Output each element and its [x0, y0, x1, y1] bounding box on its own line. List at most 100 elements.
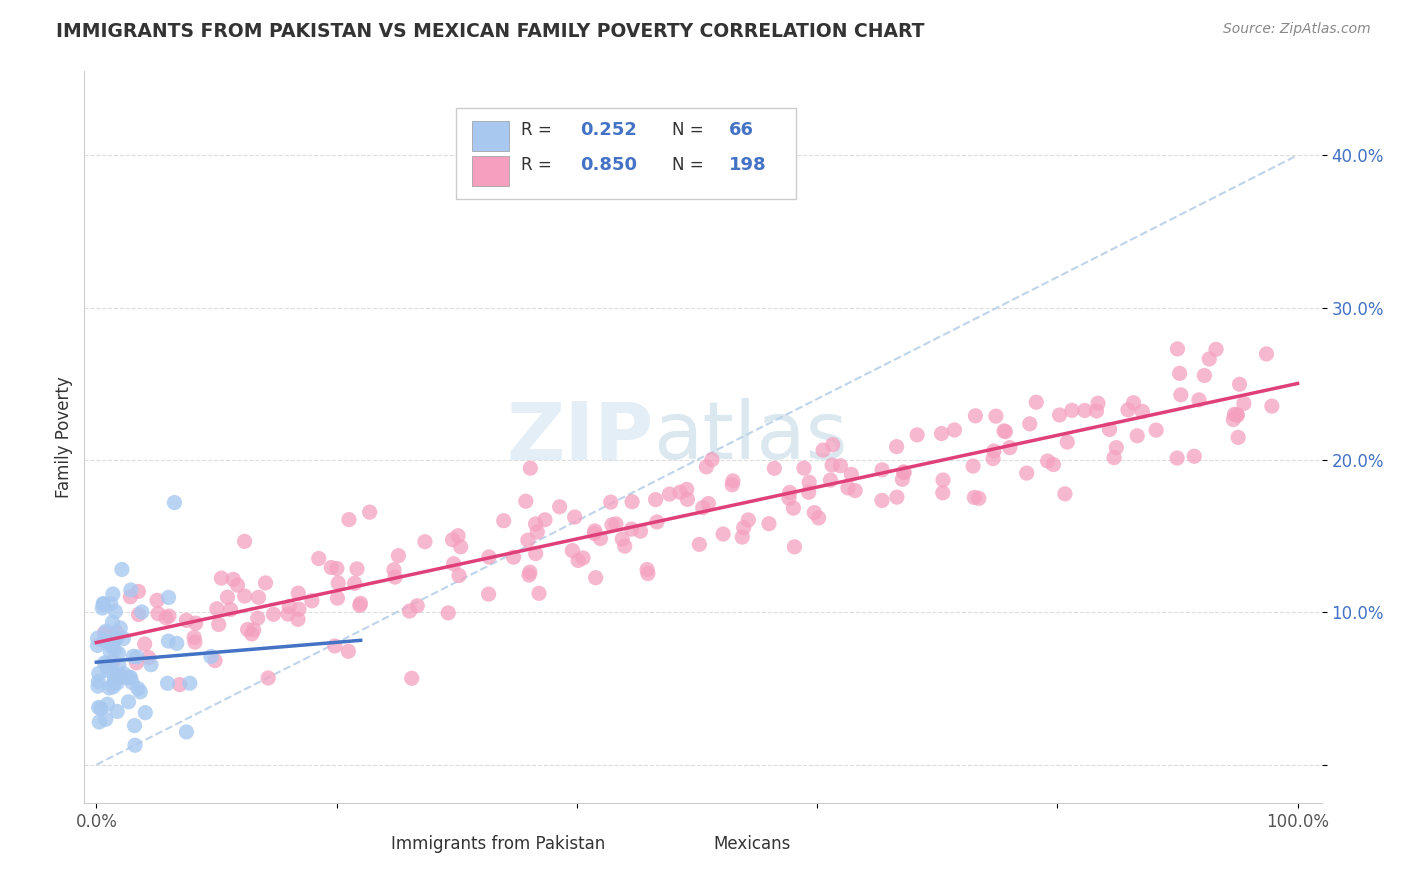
Point [524, 516, 547, 531]
Point [669, 485, 692, 500]
Point [120, 582, 142, 597]
Point [782, 501, 804, 516]
Point [994, 425, 1017, 439]
Point [107, 667, 129, 681]
Point [104, 631, 127, 645]
Point [583, 524, 606, 538]
Point [886, 440, 908, 454]
Point [981, 451, 1004, 466]
Point [965, 409, 987, 423]
Point [519, 461, 541, 475]
Point [98, 645, 121, 659]
Point [93, 598, 115, 612]
Point [636, 563, 658, 577]
Point [658, 487, 681, 501]
Point [108, 670, 131, 684]
Point [567, 553, 589, 567]
Point [1087, 396, 1109, 410]
Point [326, 561, 349, 575]
Point [157, 609, 180, 624]
Point [692, 500, 714, 515]
Point [98, 681, 121, 695]
Point [695, 459, 717, 474]
Point [891, 472, 914, 486]
Point [176, 613, 198, 627]
Point [527, 586, 550, 600]
Point [101, 655, 124, 669]
Point [1229, 377, 1251, 392]
Point [1182, 450, 1205, 464]
Text: Source: ZipAtlas.com: Source: ZipAtlas.com [1223, 22, 1371, 37]
Point [572, 551, 595, 566]
Point [86, 632, 108, 646]
Point [240, 627, 263, 641]
Point [443, 557, 465, 571]
Point [524, 547, 547, 561]
Point [288, 602, 311, 616]
Point [620, 522, 643, 536]
Point [96, 697, 118, 711]
Point [384, 570, 406, 584]
Point [807, 511, 830, 525]
Point [131, 605, 153, 619]
Point [163, 495, 186, 509]
Point [630, 524, 652, 538]
Point [413, 534, 436, 549]
Point [697, 497, 720, 511]
Point [612, 532, 634, 546]
Point [844, 483, 866, 498]
Text: IMMIGRANTS FROM PAKISTAN VS MEXICAN FAMILY POVERTY CORRELATION CHART: IMMIGRANTS FROM PAKISTAN VS MEXICAN FAMI… [56, 22, 925, 41]
Point [676, 492, 699, 507]
Point [200, 649, 222, 664]
Point [104, 643, 127, 657]
Point [112, 632, 135, 646]
Point [321, 560, 343, 574]
Point [967, 491, 990, 506]
Point [778, 491, 800, 506]
Point [1222, 412, 1244, 426]
Point [1105, 441, 1128, 455]
Point [447, 568, 470, 582]
Point [993, 424, 1015, 438]
Point [700, 452, 723, 467]
Point [1122, 396, 1144, 410]
Point [287, 612, 309, 626]
Point [277, 607, 299, 621]
Point [797, 485, 820, 500]
Point [101, 640, 124, 654]
Point [932, 473, 955, 487]
Point [841, 467, 863, 482]
Point [184, 616, 207, 631]
Point [134, 706, 156, 720]
Point [87, 666, 110, 681]
Text: N =: N = [672, 121, 709, 139]
Point [1223, 407, 1246, 421]
Point [226, 578, 249, 592]
Y-axis label: Family Poverty: Family Poverty [55, 376, 73, 498]
Point [93, 656, 115, 670]
Point [337, 644, 360, 658]
Point [1098, 422, 1121, 436]
Point [450, 540, 472, 554]
Point [118, 671, 141, 685]
Point [111, 562, 134, 576]
Point [1226, 408, 1249, 422]
Point [1130, 404, 1153, 418]
Point [346, 562, 368, 576]
Text: Mexicans: Mexicans [713, 836, 790, 854]
Point [125, 656, 148, 670]
Point [870, 463, 893, 477]
Point [803, 506, 825, 520]
Point [517, 568, 540, 582]
Point [893, 465, 915, 479]
Point [886, 490, 908, 504]
Point [323, 639, 346, 653]
Point [242, 623, 264, 637]
Point [97, 664, 120, 678]
Point [257, 671, 280, 685]
Point [183, 631, 205, 645]
Point [893, 466, 915, 480]
Point [830, 458, 852, 473]
Point [98, 661, 121, 675]
Point [115, 670, 138, 684]
